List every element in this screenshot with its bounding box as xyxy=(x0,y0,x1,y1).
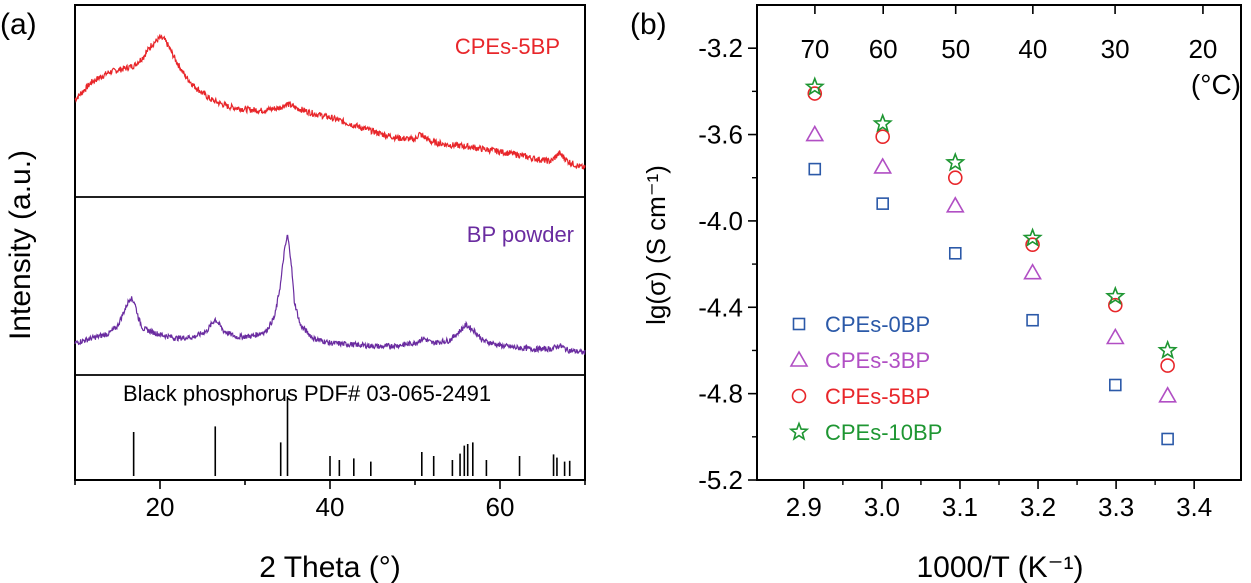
y-tick-label: -4.8 xyxy=(698,379,743,409)
point-cpes-5bp xyxy=(947,170,963,186)
x-tick-label: 20 xyxy=(146,492,175,522)
panel-a-x-ticks: 20 40 60 xyxy=(74,480,586,522)
cpes-5bp-trace-label: CPEs-5BP xyxy=(455,34,560,59)
point-cpes-3bp xyxy=(873,157,893,174)
point-cpes-10bp xyxy=(1157,339,1178,360)
top-axis-tick-label: 50 xyxy=(941,34,970,64)
panel-a-y-axis-label: Intensity (a.u.) xyxy=(4,150,37,340)
point-cpes-3bp xyxy=(945,196,965,213)
top-axis-tick-label: 30 xyxy=(1101,34,1130,64)
x-tick-label: 60 xyxy=(486,492,515,522)
point-cpes-0bp xyxy=(808,162,822,176)
celsius-axis-unit: (°C) xyxy=(1191,69,1241,100)
x-tick-label: 2.9 xyxy=(786,492,822,522)
point-cpes-3bp xyxy=(1023,263,1042,280)
legend-label-cpes-10bp: CPEs-10BP xyxy=(825,420,942,445)
xrd-trace-cpes-5bp xyxy=(74,33,586,170)
legend-marker-cpes-0bp xyxy=(792,317,806,331)
panel-a-series xyxy=(74,33,586,355)
reference-pattern-label: Black phosphorus PDF# 03-065-2491 xyxy=(123,381,491,406)
panel-b-top-celsius-ticks: 70 60 50 40 30 20 xyxy=(800,5,1217,64)
top-axis-tick-label: 60 xyxy=(869,34,898,64)
y-tick-label: -4.0 xyxy=(698,206,743,236)
y-tick-label: -3.2 xyxy=(698,33,743,63)
panel-b-y-ticks: -5.2 -4.8 -4.4 -4.0 -3.6 -3.2 xyxy=(698,33,757,495)
legend-marker-cpes-10bp xyxy=(788,421,810,441)
point-cpes-5bp xyxy=(1025,237,1040,252)
point-cpes-0bp xyxy=(1026,313,1039,327)
top-axis-tick-label: 20 xyxy=(1188,34,1217,64)
x-tick-label: 40 xyxy=(316,492,345,522)
point-cpes-10bp xyxy=(945,151,966,172)
legend-marker-cpes-5bp xyxy=(791,388,807,404)
y-tick-label: -5.2 xyxy=(698,465,743,495)
panel-a-x-axis-label: 2 Theta (°) xyxy=(259,551,401,583)
point-cpes-5bp xyxy=(875,129,890,145)
y-tick-label: -4.4 xyxy=(698,292,743,322)
x-tick-label: 3.0 xyxy=(864,492,900,522)
panel-b-label: (b) xyxy=(630,8,667,41)
point-cpes-10bp xyxy=(1105,285,1126,306)
xrd-trace-bp-powder xyxy=(74,234,586,355)
panel-b-x-axis-label: 1000/T (K⁻¹) xyxy=(916,551,1083,583)
point-cpes-5bp xyxy=(1160,358,1175,373)
panel-b-legend: CPEs-0BP CPEs-3BP CPEs-5BP CPEs-10BP xyxy=(788,312,942,445)
panel-b-conductivity: (b) 2.9 3.0 3.1 3.2 3.3 3.4 -5.2-4.8-4.4-4.0-… xyxy=(630,4,1242,583)
bp-powder-trace-label: BP powder xyxy=(467,222,574,247)
x-tick-label: 3.1 xyxy=(942,492,978,522)
top-axis-tick-label: 40 xyxy=(1018,34,1047,64)
point-cpes-0bp xyxy=(948,246,962,260)
legend-marker-cpes-3bp xyxy=(789,350,809,367)
point-cpes-0bp xyxy=(1161,432,1174,446)
panel-b-x-ticks: 2.9 3.0 3.1 3.2 3.3 3.4 xyxy=(786,480,1212,522)
x-tick-label: 3.3 xyxy=(1098,492,1134,522)
legend-label-cpes-3bp: CPEs-3BP xyxy=(825,348,930,373)
point-cpes-10bp xyxy=(804,76,825,96)
reference-stick-pattern xyxy=(132,396,571,476)
point-cpes-5bp xyxy=(1108,297,1123,313)
point-cpes-3bp xyxy=(1105,327,1125,345)
point-cpes-10bp xyxy=(1022,227,1043,247)
legend-label-cpes-5bp: CPEs-5BP xyxy=(825,384,930,409)
legend-label-cpes-0bp: CPEs-0BP xyxy=(825,312,930,337)
panel-b-data-points xyxy=(804,76,1178,446)
panel-a-label: (a) xyxy=(0,8,37,41)
point-cpes-0bp xyxy=(1109,378,1122,392)
point-cpes-10bp xyxy=(872,112,893,133)
point-cpes-0bp xyxy=(876,197,889,210)
panel-b-y-axis-label: lg(σ) (S cm⁻¹) xyxy=(641,165,671,325)
y-tick-label: -3.6 xyxy=(698,120,743,150)
point-cpes-5bp xyxy=(807,86,823,101)
point-cpes-3bp xyxy=(1158,386,1177,403)
top-axis-tick-label: 70 xyxy=(800,34,829,64)
point-cpes-3bp xyxy=(805,124,825,142)
panel-a-xrd: (a) 20 40 60 2 Theta (°) Intensity (a.u.) … xyxy=(0,4,586,583)
x-tick-label: 3.2 xyxy=(1020,492,1056,522)
x-tick-label: 3.4 xyxy=(1176,492,1212,522)
